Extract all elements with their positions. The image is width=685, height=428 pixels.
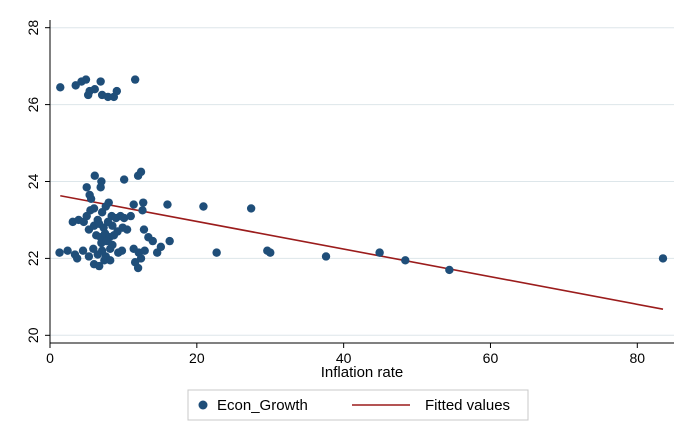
data-point-19 <box>119 175 129 184</box>
data-point-62 <box>63 246 72 255</box>
data-point-72 <box>117 246 127 255</box>
data-point-86 <box>136 254 146 263</box>
x-tick-label-1: 20 <box>189 350 205 366</box>
data-point-75 <box>140 246 149 255</box>
data-point-49 <box>139 225 149 234</box>
data-point-36 <box>119 213 129 223</box>
data-point-93 <box>375 248 384 257</box>
x-tick-label-4: 80 <box>630 350 646 366</box>
x-axis-ticks: 0 20 40 60 80 <box>46 343 645 366</box>
x-tick-label-2: 40 <box>336 350 352 366</box>
data-point-95 <box>445 265 454 275</box>
legend-label-econ-growth: Econ_Growth <box>217 397 308 414</box>
data-point-89 <box>246 204 256 213</box>
data-point-82 <box>100 256 109 265</box>
data-point-37 <box>126 211 135 221</box>
data-point-15 <box>86 194 96 204</box>
data-point-11 <box>112 86 122 96</box>
x-tick-label-3: 60 <box>483 350 499 366</box>
y-tick-label-1: 22 <box>25 250 41 266</box>
data-point-5 <box>83 90 93 100</box>
data-point-61 <box>55 248 64 257</box>
data-point-18 <box>96 183 105 192</box>
data-point-3 <box>81 75 91 84</box>
data-point-9 <box>103 92 113 102</box>
data-point-48 <box>122 225 132 234</box>
data-point-91 <box>266 248 275 257</box>
data-point-39 <box>138 206 147 215</box>
data-point-38 <box>129 200 138 209</box>
data-point-13 <box>82 183 91 192</box>
data-point-21 <box>136 167 146 177</box>
data-point-65 <box>84 252 94 261</box>
fitted-values-line <box>60 194 664 310</box>
data-point-66 <box>89 244 98 253</box>
y-tick-label-2: 24 <box>25 174 41 190</box>
data-point-64 <box>78 246 88 255</box>
data-point-78 <box>165 236 174 246</box>
data-point-94 <box>401 256 410 265</box>
y-tick-label-4: 28 <box>25 20 41 36</box>
x-axis-title: Inflation rate <box>321 364 404 381</box>
x-tick-label-0: 0 <box>46 350 54 366</box>
data-point-83 <box>105 256 115 265</box>
data-point-55 <box>109 231 119 240</box>
data-point-7 <box>96 77 105 86</box>
data-point-6 <box>90 85 99 94</box>
data-point-81 <box>94 261 104 271</box>
y-tick-label-3: 26 <box>25 97 41 113</box>
data-point-77 <box>156 242 166 252</box>
grid-lines <box>50 27 674 336</box>
data-point-22 <box>139 198 148 207</box>
data-point-87 <box>199 202 208 211</box>
data-point-88 <box>212 248 221 257</box>
legend: Econ_Growth Fitted values <box>187 389 529 421</box>
data-point-70 <box>105 244 115 253</box>
y-tick-label-0: 20 <box>25 327 41 343</box>
legend-label-fitted-values: Fitted values <box>425 397 510 414</box>
legend-marker-econ-growth <box>198 400 208 410</box>
data-point-50 <box>163 200 172 209</box>
data-point-92 <box>321 252 331 261</box>
data-point-60 <box>148 236 157 246</box>
scatter-points <box>55 75 668 275</box>
data-point-32 <box>104 198 113 207</box>
data-point-16 <box>90 171 99 180</box>
data-point-0 <box>56 83 65 92</box>
data-point-12 <box>130 75 140 84</box>
data-point-79 <box>72 254 82 263</box>
data-point-28 <box>89 204 99 213</box>
data-point-45 <box>108 221 117 230</box>
data-point-85 <box>133 263 143 273</box>
data-point-96 <box>658 254 668 263</box>
y-axis-ticks: 20 22 24 26 28 <box>25 20 50 343</box>
fitted-line-layer <box>60 194 664 310</box>
